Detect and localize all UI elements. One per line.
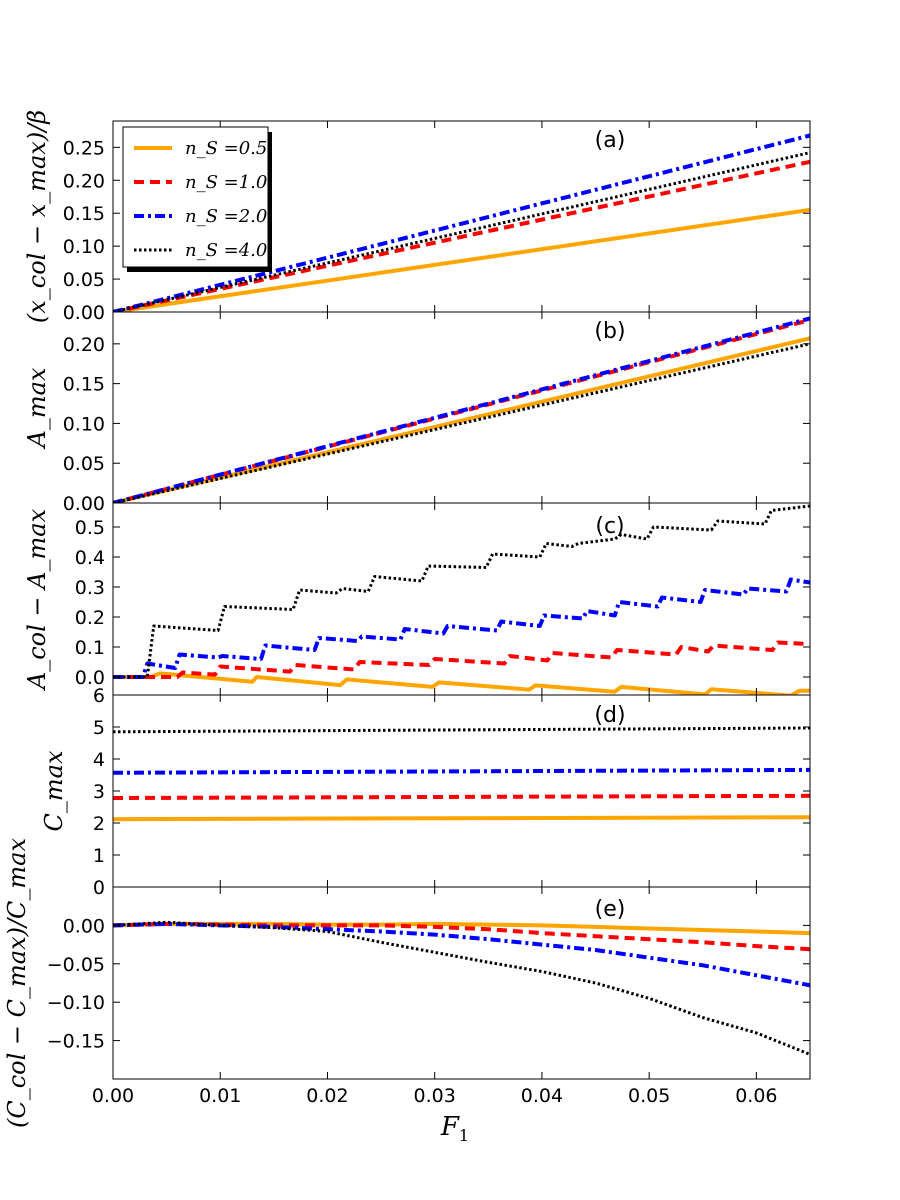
y-tick-label: 0.00	[63, 302, 105, 324]
legend-label: n_S =1.0	[185, 172, 267, 193]
series-line-3	[113, 767, 810, 775]
panel-label: (c)	[595, 514, 624, 539]
y-tick-label: 0.20	[63, 334, 105, 356]
series-line-2	[113, 640, 810, 679]
panel-label: (d)	[594, 703, 625, 728]
series-line-4	[113, 504, 810, 679]
y-tick-label: 0.05	[63, 453, 105, 475]
series-line-4	[113, 726, 810, 734]
y-tick-label: −0.15	[47, 1031, 105, 1053]
panel-frame	[112, 502, 811, 696]
panel-frame	[112, 886, 811, 1080]
y-tick-label: 0.05	[63, 269, 105, 291]
series-line-1	[113, 207, 810, 312]
series-line-3	[113, 921, 810, 988]
series-line-1	[113, 671, 810, 695]
y-tick-label: 0.00	[63, 493, 105, 515]
series-line-3	[113, 133, 810, 312]
x-axis: 0.00 0.01 0.02 0.03 0.04 0.05 0.06 F1	[92, 1085, 778, 1145]
series-line-4	[113, 342, 810, 503]
legend-label: n_S =2.0	[185, 206, 267, 227]
y-tick-label: 0.5	[75, 517, 105, 539]
series-line-4	[113, 920, 810, 1056]
series-group	[113, 133, 810, 312]
legend-label: n_S =0.5	[185, 138, 267, 159]
y-axis-label: A_max	[23, 367, 51, 449]
series-group	[113, 504, 810, 695]
y-tick-label: 5	[93, 717, 105, 739]
x-axis-label-subscript: 1	[459, 1126, 469, 1145]
y-tick-label: 1	[93, 845, 105, 867]
y-tick-label: 0.2	[75, 607, 105, 629]
y-tick-label: 4	[93, 749, 105, 771]
series-line-3	[113, 316, 810, 503]
panel-a: 0.00 0.05 0.10 0.15 0.20 0.25 (x_col − x_max)/…	[23, 110, 811, 324]
series-line-2	[113, 793, 810, 800]
y-tick-label: −0.10	[47, 992, 105, 1014]
y-tick-label: 0.4	[75, 547, 105, 569]
y-axis-label: C_max	[40, 750, 68, 831]
y-tick-label: 0.25	[63, 137, 105, 159]
panel-label: (b)	[594, 319, 625, 344]
y-tick-label: 0.15	[63, 374, 105, 396]
legend-box	[122, 126, 269, 268]
y-tick-label: 0	[93, 877, 105, 899]
x-tick-label: 0.06	[735, 1085, 777, 1107]
x-tick-label: 0.01	[199, 1085, 241, 1107]
y-axis-label: (C_col − C_max)/C_max	[3, 838, 31, 1129]
series-line-1	[113, 815, 810, 822]
x-tick-label: 0.02	[306, 1085, 348, 1107]
series-line-2	[113, 159, 810, 312]
legend-label: n_S =4.0	[185, 240, 267, 261]
x-tick-label: 0.03	[414, 1085, 456, 1107]
panels-group: 0.000.050.100.150.200.25(x_col − x_max)/…	[3, 110, 811, 1129]
x-tick-label: 0.04	[521, 1085, 563, 1107]
series-line-2	[113, 921, 810, 952]
legend: n_S =0.5 n_S =1.0 n_S =2.0 n_S =4.0	[122, 126, 272, 272]
y-tick-label: 0.10	[63, 413, 105, 435]
series-line-4	[113, 151, 810, 312]
panel-label: (a)	[595, 128, 626, 153]
y-tick-label: −0.05	[47, 954, 105, 976]
y-tick-label: 3	[93, 781, 105, 803]
x-axis-label: F1	[440, 1112, 469, 1145]
y-tick-label: 0.0	[75, 667, 105, 689]
panel-e: −0.15 −0.10 −0.05 0.00 (C_col − C_max)/C_max…	[3, 838, 811, 1129]
y-tick-label: 6	[93, 685, 105, 707]
y-tick-label: 0.15	[63, 203, 105, 225]
series-group	[113, 726, 810, 822]
x-tick-label: 0.00	[92, 1085, 134, 1107]
y-tick-label: 0.20	[63, 170, 105, 192]
y-tick-label: 0.10	[63, 236, 105, 258]
y-axis-label: A_col − A_max	[23, 508, 51, 691]
y-tick-label: 2	[93, 813, 105, 835]
panel-frame	[112, 694, 811, 888]
y-tick-label: 0.3	[75, 577, 105, 599]
panel-d: 0 1 2 3 4 5 6 C_max (d)	[40, 685, 811, 899]
y-tick-label: 0.00	[63, 915, 105, 937]
y-tick-label: 0.1	[75, 637, 105, 659]
panel-c: 0.0 0.1 0.2 0.3 0.4 0.5 A_col − A_max (c)	[23, 502, 811, 696]
x-tick-label: 0.05	[628, 1085, 670, 1107]
series-line-1	[113, 336, 810, 503]
series-group	[113, 316, 810, 503]
series-line-3	[113, 577, 810, 679]
panel-label: (e)	[595, 897, 626, 922]
series-group	[113, 920, 810, 1056]
panel-b: 0.00 0.05 0.10 0.15 0.20 A_max (b)	[23, 311, 811, 515]
y-axis-label: (x_col − x_max)/β	[23, 110, 51, 323]
